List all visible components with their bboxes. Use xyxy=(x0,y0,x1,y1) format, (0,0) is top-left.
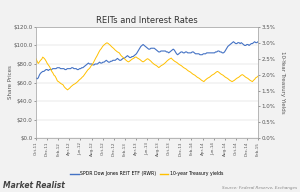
Text: Source: Federal Reserve, Exchanges: Source: Federal Reserve, Exchanges xyxy=(222,186,297,190)
Legend: SPDR Dow Jones REIT ETF (RWR), 10-year Treasury yields: SPDR Dow Jones REIT ETF (RWR), 10-year T… xyxy=(68,170,226,178)
Title: REITs and Interest Rates: REITs and Interest Rates xyxy=(96,16,198,25)
Text: Market Realist: Market Realist xyxy=(3,181,65,190)
Y-axis label: 10-Year Treasury Yields: 10-Year Treasury Yields xyxy=(280,51,284,114)
Y-axis label: Share Prices: Share Prices xyxy=(8,66,13,99)
